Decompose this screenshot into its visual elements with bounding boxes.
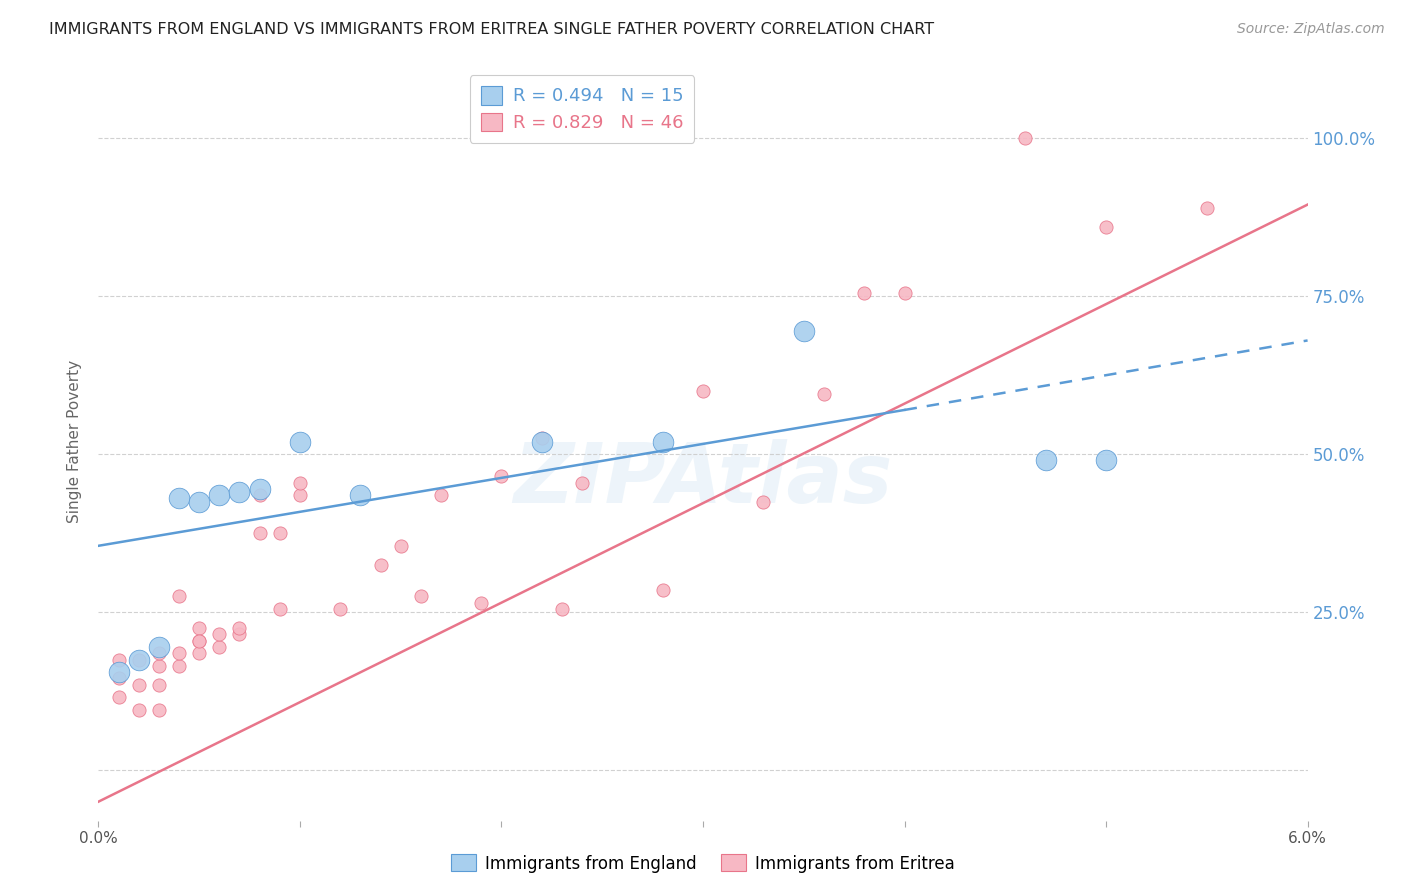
Point	[188, 621, 211, 635]
Point	[128, 652, 150, 666]
Point	[329, 602, 352, 616]
Point	[167, 590, 190, 604]
Point	[1014, 131, 1036, 145]
Point	[148, 646, 170, 660]
Point	[107, 665, 129, 680]
Point	[530, 431, 553, 445]
Point	[107, 672, 129, 686]
Point	[1095, 453, 1118, 467]
Point	[188, 646, 211, 660]
Point	[128, 703, 150, 717]
Point	[491, 469, 513, 483]
Point	[813, 387, 835, 401]
Point	[370, 558, 392, 572]
Point	[571, 475, 593, 490]
Point	[249, 482, 271, 496]
Point	[148, 703, 170, 717]
Point	[208, 640, 231, 654]
Point	[228, 621, 250, 635]
Point	[288, 488, 311, 502]
Legend: Immigrants from England, Immigrants from Eritrea: Immigrants from England, Immigrants from…	[444, 847, 962, 880]
Point	[269, 526, 291, 541]
Point	[651, 582, 673, 597]
Point	[853, 286, 876, 301]
Point	[228, 627, 250, 641]
Point	[752, 494, 775, 508]
Point	[893, 286, 915, 301]
Point	[349, 488, 371, 502]
Point	[288, 475, 311, 490]
Point	[249, 488, 271, 502]
Point	[208, 488, 231, 502]
Text: ZIPAtlas: ZIPAtlas	[513, 439, 893, 520]
Point	[228, 485, 250, 500]
Point	[188, 633, 211, 648]
Point	[389, 539, 412, 553]
Point	[651, 434, 673, 449]
Point	[167, 491, 190, 506]
Point	[107, 690, 129, 705]
Point	[148, 658, 170, 673]
Point	[167, 646, 190, 660]
Y-axis label: Single Father Poverty: Single Father Poverty	[67, 360, 83, 523]
Point	[288, 434, 311, 449]
Point	[167, 658, 190, 673]
Point	[470, 596, 492, 610]
Point	[409, 590, 432, 604]
Point	[1095, 219, 1118, 234]
Point	[530, 434, 553, 449]
Point	[128, 652, 150, 666]
Point	[249, 526, 271, 541]
Point	[148, 640, 170, 654]
Point	[128, 678, 150, 692]
Point	[793, 324, 815, 338]
Point	[269, 602, 291, 616]
Point	[430, 488, 453, 502]
Point	[188, 633, 211, 648]
Point	[692, 384, 714, 398]
Point	[107, 652, 129, 666]
Point	[1195, 201, 1218, 215]
Point	[148, 678, 170, 692]
Text: IMMIGRANTS FROM ENGLAND VS IMMIGRANTS FROM ERITREA SINGLE FATHER POVERTY CORRELA: IMMIGRANTS FROM ENGLAND VS IMMIGRANTS FR…	[49, 22, 935, 37]
Point	[188, 494, 211, 508]
Point	[1035, 453, 1057, 467]
Legend: R = 0.494   N = 15, R = 0.829   N = 46: R = 0.494 N = 15, R = 0.829 N = 46	[470, 75, 695, 143]
Point	[551, 602, 574, 616]
Text: Source: ZipAtlas.com: Source: ZipAtlas.com	[1237, 22, 1385, 37]
Point	[208, 627, 231, 641]
